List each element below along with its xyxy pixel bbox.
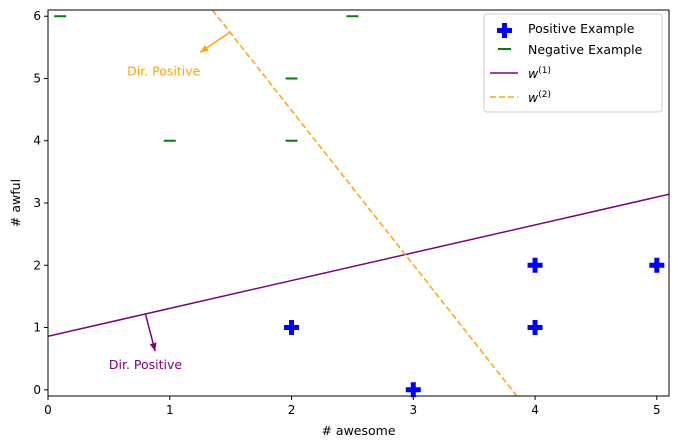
annotation-text: Dir. Positive bbox=[109, 357, 183, 372]
legend-label-negative-example: Negative Example bbox=[528, 42, 643, 57]
x-tick-label: 2 bbox=[288, 403, 296, 417]
plot-frame bbox=[47, 9, 670, 397]
positive-point bbox=[284, 320, 300, 336]
positive-point bbox=[405, 382, 421, 398]
legend-label-w1: w(1) bbox=[528, 66, 551, 81]
y-axis-label: # awful bbox=[8, 179, 23, 227]
x-tick-label: 3 bbox=[409, 403, 417, 417]
legend-entry-w1: w(1) bbox=[490, 66, 551, 81]
annotation-text: Dir. Positive bbox=[127, 63, 201, 78]
series-line-w2 bbox=[211, 10, 518, 396]
y-tick-label: 4 bbox=[33, 134, 41, 148]
legend-label-w2-superscript: (2) bbox=[538, 90, 551, 100]
y-tick-label: 5 bbox=[33, 71, 41, 85]
annotation-dir-positive: Dir. Positive bbox=[109, 313, 183, 372]
x-tick-label: 5 bbox=[653, 403, 661, 417]
legend-entry-w2: w(2) bbox=[490, 90, 551, 105]
y-tick-label: 3 bbox=[33, 196, 41, 210]
legend-entry-negative-example: Negative Example bbox=[498, 42, 643, 57]
x-axis-label: # awesome bbox=[321, 423, 395, 438]
series-line-w1 bbox=[48, 193, 669, 337]
y-tick-label: 2 bbox=[33, 258, 41, 272]
legend-entry-positive-example: Positive Example bbox=[497, 21, 635, 38]
tick-layer: 0 1 2 3 4 5 0 1 2 3 4 5 6 bbox=[33, 9, 660, 417]
annotation-arrow-head bbox=[149, 342, 157, 352]
y-tick-label: 6 bbox=[33, 9, 41, 23]
legend-label-w2: w(2) bbox=[528, 90, 551, 105]
x-tick-label: 0 bbox=[44, 403, 52, 417]
positive-point bbox=[527, 320, 543, 336]
data-layer bbox=[48, 10, 669, 398]
annotation-arrow-head bbox=[200, 44, 209, 53]
annotation-layer: Dir. Positive Dir. Positive bbox=[109, 31, 232, 372]
positive-point bbox=[527, 257, 543, 273]
legend-box bbox=[483, 13, 663, 113]
legend-label-w2-base: w bbox=[528, 90, 539, 105]
legend-label-w1-base: w bbox=[528, 66, 539, 81]
legend-marker-plus bbox=[497, 23, 512, 38]
legend: Positive Example Negative Example w(1) w… bbox=[483, 13, 663, 113]
x-tick-label: 4 bbox=[531, 403, 539, 417]
positive-point bbox=[649, 257, 665, 273]
x-tick-label: 1 bbox=[166, 403, 174, 417]
legend-label-w1-superscript: (1) bbox=[538, 66, 551, 76]
y-tick-label: 1 bbox=[33, 321, 41, 335]
y-tick-label: 0 bbox=[33, 383, 41, 397]
annotation-dir-positive: Dir. Positive bbox=[127, 31, 232, 78]
legend-label-positive-example: Positive Example bbox=[528, 21, 635, 36]
